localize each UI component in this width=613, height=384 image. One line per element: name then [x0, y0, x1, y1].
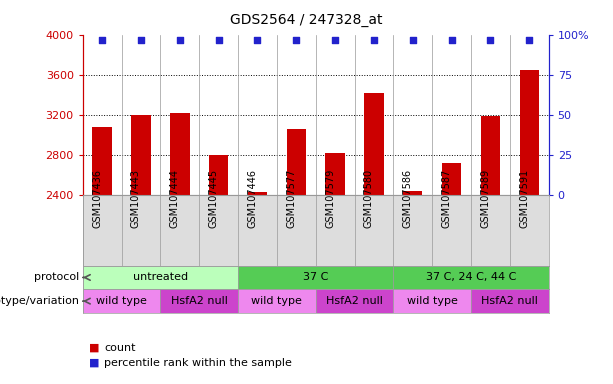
- Text: GSM107586: GSM107586: [403, 169, 413, 228]
- Text: 37 C: 37 C: [303, 273, 329, 283]
- Text: protocol: protocol: [34, 273, 80, 283]
- Text: GSM107436: GSM107436: [92, 169, 102, 228]
- Bar: [238, 266, 394, 289]
- Text: wild type: wild type: [407, 296, 457, 306]
- Text: GSM107443: GSM107443: [131, 169, 141, 228]
- Text: GDS2564 / 247328_at: GDS2564 / 247328_at: [230, 13, 383, 27]
- Bar: [287, 129, 306, 195]
- Point: [136, 36, 146, 43]
- Bar: [161, 289, 238, 313]
- Text: 37 C, 24 C, 44 C: 37 C, 24 C, 44 C: [426, 273, 516, 283]
- Text: GSM107446: GSM107446: [248, 169, 257, 228]
- Bar: [519, 70, 539, 195]
- Bar: [83, 266, 238, 289]
- Point: [214, 36, 224, 43]
- Bar: [403, 190, 422, 195]
- Text: GSM107589: GSM107589: [481, 169, 490, 228]
- Text: genotype/variation: genotype/variation: [0, 296, 80, 306]
- Bar: [316, 289, 394, 313]
- Bar: [471, 289, 549, 313]
- Text: percentile rank within the sample: percentile rank within the sample: [104, 358, 292, 368]
- Bar: [131, 114, 151, 195]
- Point: [447, 36, 457, 43]
- Text: HsfA2 null: HsfA2 null: [171, 296, 227, 306]
- Text: GSM107587: GSM107587: [441, 169, 452, 228]
- Point: [97, 36, 107, 43]
- Point: [291, 36, 301, 43]
- Point: [485, 36, 495, 43]
- Bar: [238, 289, 316, 313]
- Bar: [394, 289, 471, 313]
- Bar: [209, 155, 228, 195]
- Text: count: count: [104, 343, 135, 353]
- Bar: [394, 266, 549, 289]
- Point: [330, 36, 340, 43]
- Text: ■: ■: [89, 358, 99, 368]
- Bar: [481, 116, 500, 195]
- Text: HsfA2 null: HsfA2 null: [326, 296, 383, 306]
- Point: [175, 36, 185, 43]
- Point: [408, 36, 417, 43]
- Bar: [83, 289, 161, 313]
- Text: GSM107445: GSM107445: [208, 169, 219, 228]
- Bar: [170, 113, 189, 195]
- Point: [253, 36, 262, 43]
- Bar: [364, 93, 384, 195]
- Text: GSM107591: GSM107591: [519, 169, 529, 228]
- Bar: [248, 192, 267, 195]
- Text: GSM107580: GSM107580: [364, 169, 374, 228]
- Point: [524, 36, 534, 43]
- Bar: [93, 127, 112, 195]
- Text: wild type: wild type: [96, 296, 147, 306]
- Text: wild type: wild type: [251, 296, 302, 306]
- Bar: [326, 152, 345, 195]
- Text: HsfA2 null: HsfA2 null: [481, 296, 538, 306]
- Text: untreated: untreated: [133, 273, 188, 283]
- Text: ■: ■: [89, 343, 99, 353]
- Bar: [442, 163, 462, 195]
- Text: GSM107577: GSM107577: [286, 169, 296, 228]
- Text: GSM107579: GSM107579: [325, 169, 335, 228]
- Point: [369, 36, 379, 43]
- Text: GSM107444: GSM107444: [170, 169, 180, 228]
